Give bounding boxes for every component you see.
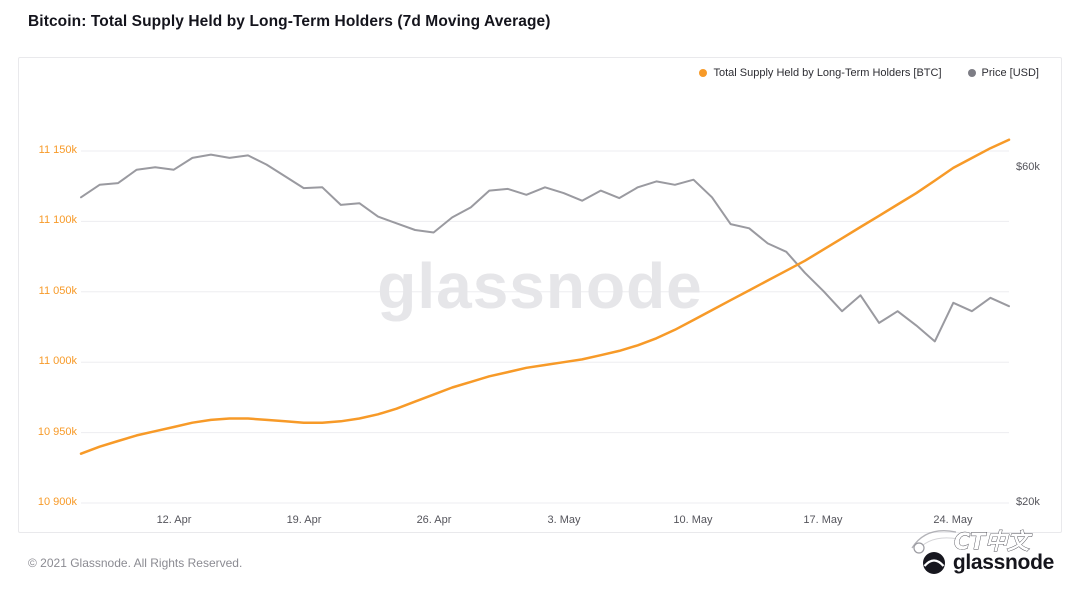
stamp-dot-icon [913,542,925,554]
legend-marker-supply-icon [699,69,708,77]
y-axis-left-label: 10 900k [37,496,77,508]
legend: Total Supply Held by Long-Term Holders [… [699,67,1039,79]
legend-item-price[interactable]: Price [USD] [967,67,1039,79]
y-axis-left-label: 11 000k [38,355,77,367]
ct-chinese-watermark-graphic: CT中文 [911,529,1034,555]
glassnode-logo-text: glassnode [952,551,1054,574]
legend-label-price: Price [USD] [981,67,1039,79]
stamp-text: CT中文 [954,529,1033,555]
x-axis-label: 3. May [547,514,581,526]
legend-marker-price-icon [967,69,976,77]
x-axis-label: 26. Apr [416,514,452,526]
legend-item-supply[interactable]: Total Supply Held by Long-Term Holders [… [699,67,942,79]
copyright-text: © 2021 Glassnode. All Rights Reserved. [28,556,243,570]
x-axis-label: 19. Apr [286,514,322,526]
y-axis-left-label: 11 050k [38,285,77,297]
x-axis-label: 17. May [803,514,843,526]
legend-label-supply: Total Supply Held by Long-Term Holders [… [713,67,942,79]
glassnode-chart-watermark: glassnode [377,250,703,323]
y-axis-right-label: $20k [1016,496,1040,508]
chart-plot-area[interactable] [19,58,1063,534]
glassnode-logo-icon [922,552,945,574]
y-axis-right-label: $60k [1016,161,1040,173]
x-axis-label: 24. May [933,514,973,526]
glassnode-logo: glassnode [922,551,1054,575]
y-axis-left-label: 11 150k [38,144,77,156]
x-axis-label: 12. Apr [156,514,192,526]
y-axis-left-label: 11 100k [38,214,77,226]
page-title: Bitcoin: Total Supply Held by Long-Term … [28,13,551,30]
chart-card: glassnode Total Supply Held by Long-Term… [18,57,1062,533]
y-axis-left-label: 10 950k [37,426,77,438]
x-axis-label: 10. May [673,514,713,526]
ct-chinese-watermark: CT中文 [906,521,1064,564]
stamp-flourish-icon [911,530,957,549]
